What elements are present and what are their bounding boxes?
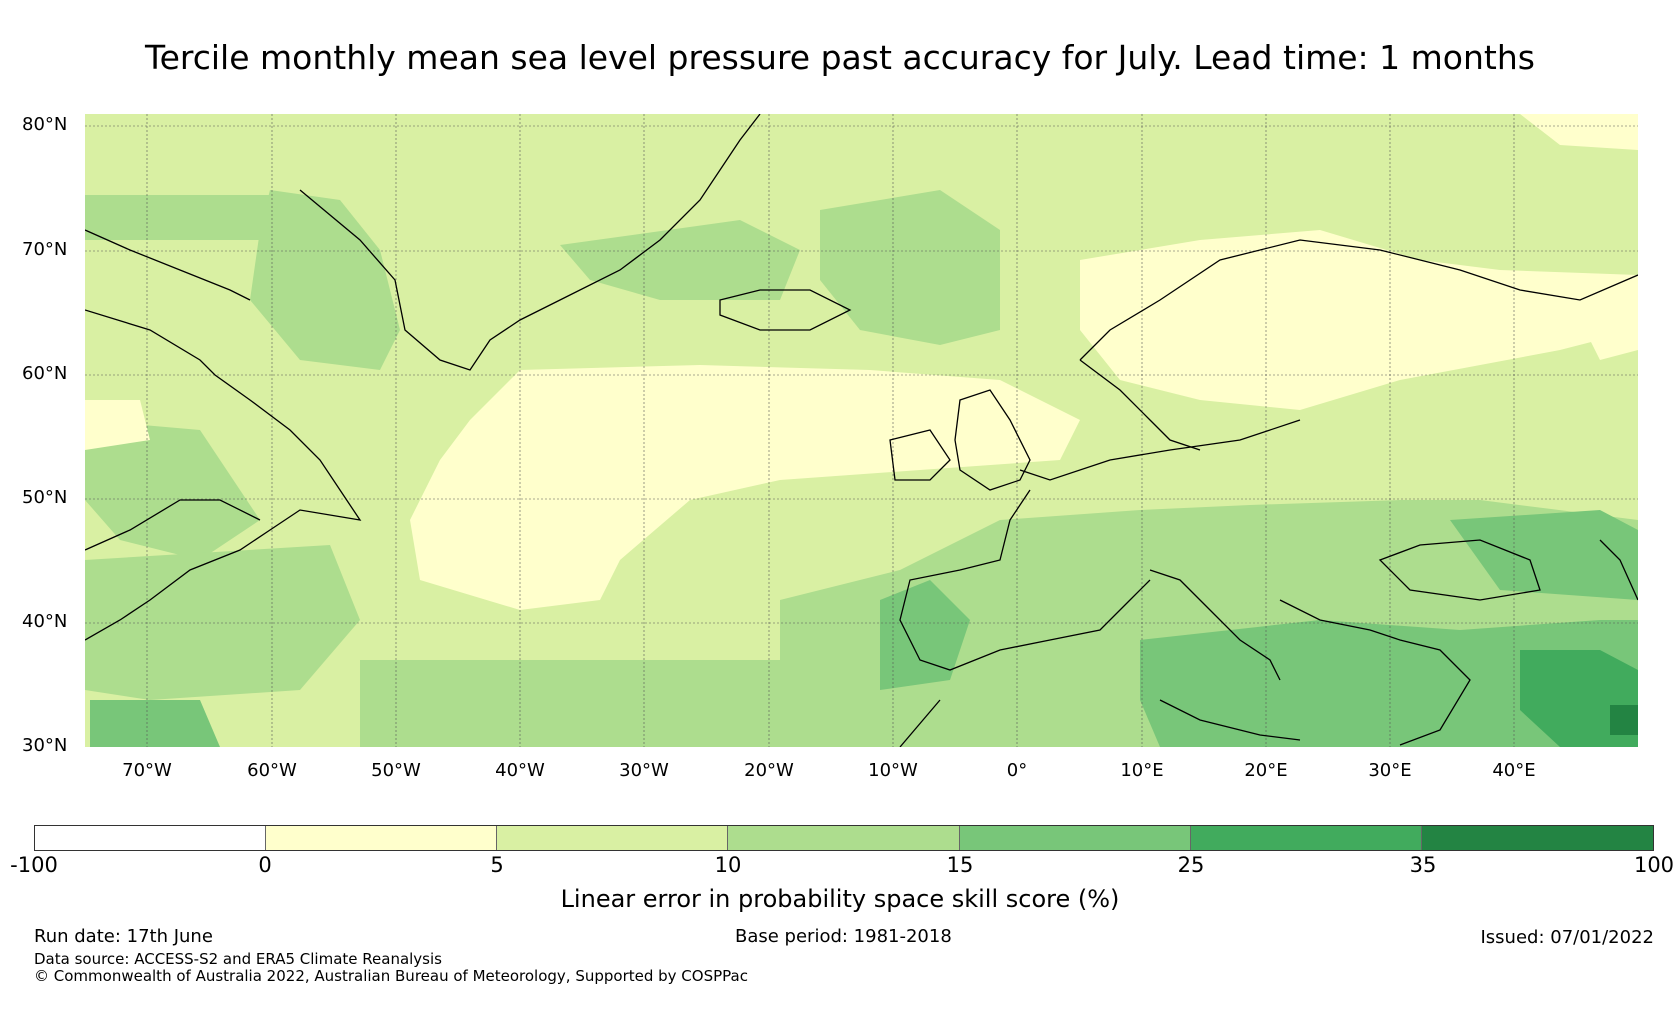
lon-label-20w: 20°W bbox=[744, 760, 794, 781]
lon-label-40e: 40°E bbox=[1492, 760, 1536, 781]
lon-label-30e: 30°E bbox=[1368, 760, 1412, 781]
field-15-25 bbox=[90, 510, 1638, 747]
field-0-5 bbox=[85, 114, 1638, 610]
gridlines bbox=[85, 114, 1638, 747]
colorbar-label: Linear error in probability space skill … bbox=[560, 885, 1120, 913]
colorbar-bin-2 bbox=[497, 826, 729, 850]
colorbar-tick: 25 bbox=[1177, 853, 1205, 877]
lon-label-10w: 10°W bbox=[868, 760, 918, 781]
colorbar-tick: 0 bbox=[258, 853, 272, 877]
lon-label-10e: 10°E bbox=[1120, 760, 1164, 781]
base-period: Base period: 1981-2018 bbox=[735, 926, 952, 947]
colorbar-tick: 10 bbox=[714, 853, 742, 877]
colorbar-tick: 100 bbox=[1633, 853, 1675, 877]
lon-label-30w: 30°W bbox=[619, 760, 669, 781]
lon-label-50w: 50°W bbox=[371, 760, 421, 781]
colorbar bbox=[34, 825, 1654, 851]
colorbar-tick: 15 bbox=[946, 853, 974, 877]
colorbar-bin-0 bbox=[35, 826, 267, 850]
data-source: Data source: ACCESS-S2 and ERA5 Climate … bbox=[34, 950, 442, 968]
issued-date: Issued: 07/01/2022 bbox=[1480, 927, 1654, 948]
lon-label-70w: 70°W bbox=[122, 760, 172, 781]
run-date: Run date: 17th June bbox=[34, 926, 213, 947]
field-35-100 bbox=[1610, 705, 1638, 735]
lat-label-70n: 70°N bbox=[22, 239, 68, 260]
field-25-35 bbox=[1520, 650, 1638, 747]
lat-label-40n: 40°N bbox=[22, 611, 68, 632]
lon-label-40w: 40°W bbox=[495, 760, 545, 781]
colorbar-tick: 35 bbox=[1409, 853, 1437, 877]
colorbar-tick: 5 bbox=[490, 853, 504, 877]
colorbar-bin-3 bbox=[728, 826, 960, 850]
lat-label-80n: 80°N bbox=[22, 114, 68, 135]
colorbar-tick: -100 bbox=[10, 853, 58, 877]
coastlines bbox=[85, 114, 1638, 747]
lat-label-60n: 60°N bbox=[22, 363, 68, 384]
lon-label-60w: 60°W bbox=[247, 760, 297, 781]
lat-label-30n: 30°N bbox=[22, 735, 68, 756]
chart-title: Tercile monthly mean sea level pressure … bbox=[145, 38, 1535, 77]
lon-label-0: 0° bbox=[1006, 760, 1028, 781]
lat-label-50n: 50°N bbox=[22, 487, 68, 508]
colorbar-bin-5 bbox=[1190, 826, 1422, 850]
copyright: © Commonwealth of Australia 2022, Austra… bbox=[34, 967, 748, 985]
lon-label-20e: 20°E bbox=[1244, 760, 1288, 781]
colorbar-bin-4 bbox=[959, 826, 1191, 850]
colorbar-bin-6 bbox=[1421, 826, 1653, 850]
colorbar-bin-1 bbox=[266, 826, 498, 850]
